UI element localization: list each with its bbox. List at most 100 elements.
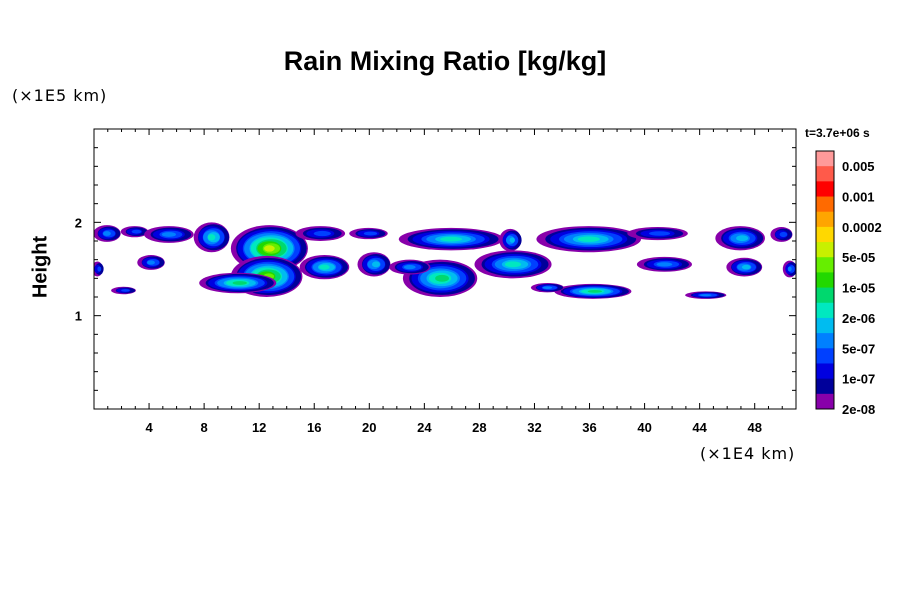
colorbar-swatch <box>816 287 834 304</box>
rain-cell <box>120 226 149 238</box>
colorbar-label: 0.0002 <box>842 220 882 235</box>
chart-title: Rain Mixing Ratio [kg/kg] <box>283 46 607 76</box>
x-tick-label: 8 <box>201 420 208 435</box>
colorbar: 0.005 0.001 0.0002 5e-05 1e-05 2e-06 5e-07 1e-0… <box>815 150 882 417</box>
rain-contour-band <box>440 236 463 242</box>
rain-cell <box>94 225 121 242</box>
rain-cell <box>554 283 632 299</box>
x-unit-label: (×1E4 km) <box>700 444 796 463</box>
colorbar-swatch <box>816 348 834 364</box>
colorbar-swatch <box>816 393 834 410</box>
y-unit-label: (×1E5 km) <box>12 86 108 105</box>
colorbar-label: 5e-07 <box>842 341 875 356</box>
colorbar-swatch <box>816 272 834 289</box>
rain-cell <box>299 255 350 280</box>
colorbar-swatch <box>816 317 834 334</box>
rain-contour-band <box>741 264 751 270</box>
colorbar-label: 0.005 <box>842 159 875 174</box>
rain-cell <box>357 252 391 277</box>
rain-contour-band <box>319 264 330 270</box>
rain-cell <box>715 226 765 251</box>
rain-cell <box>137 255 165 270</box>
x-tick-label: 12 <box>252 420 266 435</box>
rain-cell <box>627 227 688 241</box>
rain-cell <box>199 272 277 294</box>
colorbar-label: 2e-06 <box>842 311 875 326</box>
x-tick-label: 36 <box>582 420 596 435</box>
rain-contour-band <box>699 294 712 297</box>
colorbar-swatch <box>816 151 834 167</box>
rain-contour-band <box>504 261 522 268</box>
rain-cell <box>499 228 522 252</box>
rain-contour-band <box>147 260 155 265</box>
rain-cell <box>111 286 136 295</box>
data-cells <box>94 222 796 299</box>
rain-cell <box>144 226 194 243</box>
plot-frame <box>93 128 797 410</box>
colorbar-swatch <box>816 196 834 213</box>
rain-contour-band <box>121 289 130 292</box>
x-tick-label: 44 <box>692 420 707 435</box>
rain-cell <box>474 250 552 279</box>
rain-contour-band <box>577 236 600 242</box>
rain-contour-band <box>264 245 275 252</box>
x-tick-label: 40 <box>637 420 651 435</box>
colorbar-frame <box>815 150 835 410</box>
x-tick-label: 28 <box>472 420 486 435</box>
rain-contour-band <box>161 232 176 237</box>
rain-contour-band <box>587 290 603 293</box>
rain-cell <box>193 222 230 253</box>
rain-contour-band <box>371 261 381 268</box>
rain-contour-band <box>509 237 515 243</box>
rain-contour-band <box>232 281 247 285</box>
rain-contour-band <box>649 231 671 236</box>
colorbar-label: 5e-05 <box>842 250 875 265</box>
y-tick-label: 1 <box>75 309 82 324</box>
rain-contour-band <box>779 231 788 238</box>
colorbar-swatch <box>816 166 834 182</box>
rain-cell <box>685 291 727 299</box>
rain-contour-band <box>435 274 449 282</box>
rain-cell <box>726 257 763 277</box>
colorbar-swatch <box>816 211 834 228</box>
rain-cell <box>536 226 642 253</box>
rain-cell <box>349 227 388 240</box>
colorbar-swatch <box>816 257 834 273</box>
x-tick-label: 48 <box>747 420 761 435</box>
rain-cell <box>402 259 478 298</box>
rain-contour-band <box>131 229 142 234</box>
rain-contour-band <box>207 234 216 241</box>
rain-contour-band <box>787 266 792 272</box>
rain-cell <box>295 226 346 242</box>
rain-contour-band <box>403 265 416 270</box>
rain-contour-band <box>97 266 102 272</box>
rain-cell <box>782 260 796 278</box>
rain-cell <box>770 227 793 242</box>
colorbar-swatch <box>816 378 834 395</box>
rain-contour-band <box>542 286 553 289</box>
colorbar-label: 1e-07 <box>842 372 875 387</box>
rain-contour-band <box>313 230 331 237</box>
colorbar-label: 2e-08 <box>842 402 875 417</box>
colorbar-swatch <box>816 242 834 258</box>
rain-cell <box>398 227 504 251</box>
x-tick-label: 32 <box>527 420 541 435</box>
colorbar-swatch <box>816 333 834 349</box>
rain-cell <box>94 261 104 277</box>
rain-cell <box>636 256 692 272</box>
rain-cell <box>530 283 564 293</box>
x-tick-label: 4 <box>145 420 153 435</box>
x-tick-label: 24 <box>417 420 432 435</box>
colorbar-swatch <box>816 226 834 243</box>
colorbar-label: 0.001 <box>842 190 875 205</box>
colorbar-label: 1e-05 <box>842 281 875 296</box>
y-tick-label: 2 <box>75 215 82 230</box>
colorbar-swatch <box>816 302 834 319</box>
colorbar-swatch <box>816 363 834 380</box>
x-tick-label: 20 <box>362 420 376 435</box>
rain-contour-band <box>363 231 378 236</box>
rain-cell <box>389 259 431 275</box>
x-tick-label: 16 <box>307 420 321 435</box>
